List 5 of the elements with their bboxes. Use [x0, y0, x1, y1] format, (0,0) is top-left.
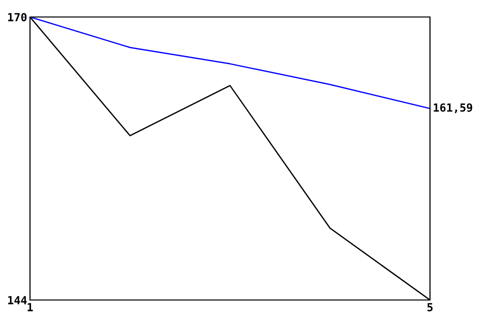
x-tick-label: 1: [28, 303, 33, 312]
y-tick-label: 144: [8, 296, 27, 304]
y-tick-label: 170: [8, 12, 27, 22]
x-tick-label: 5: [427, 303, 433, 312]
data-label: 161,59: [434, 103, 472, 114]
